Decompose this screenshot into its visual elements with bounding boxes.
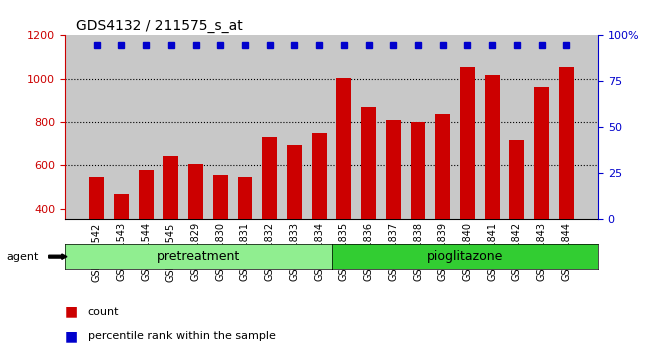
Bar xyxy=(436,114,450,295)
Text: percentile rank within the sample: percentile rank within the sample xyxy=(88,331,276,341)
Bar xyxy=(188,164,203,295)
Text: count: count xyxy=(88,307,119,316)
Text: GDS4132 / 211575_s_at: GDS4132 / 211575_s_at xyxy=(75,19,242,33)
Bar xyxy=(559,67,574,295)
Bar xyxy=(510,140,525,295)
Bar xyxy=(361,107,376,295)
Bar xyxy=(237,177,252,295)
Bar xyxy=(386,120,400,295)
Bar xyxy=(337,78,351,295)
Bar xyxy=(89,177,104,295)
Bar xyxy=(287,145,302,295)
Bar xyxy=(114,194,129,295)
Bar xyxy=(460,67,475,295)
Bar xyxy=(312,133,326,295)
Bar xyxy=(163,156,178,295)
Text: ■: ■ xyxy=(65,304,78,319)
Text: agent: agent xyxy=(6,252,39,262)
Text: pretreatment: pretreatment xyxy=(157,250,240,263)
Bar xyxy=(534,87,549,295)
Text: pioglitazone: pioglitazone xyxy=(426,250,503,263)
Bar xyxy=(411,122,426,295)
Bar xyxy=(485,75,500,295)
Bar xyxy=(263,137,277,295)
Bar xyxy=(213,175,228,295)
Bar xyxy=(138,170,153,295)
Text: ■: ■ xyxy=(65,329,78,343)
